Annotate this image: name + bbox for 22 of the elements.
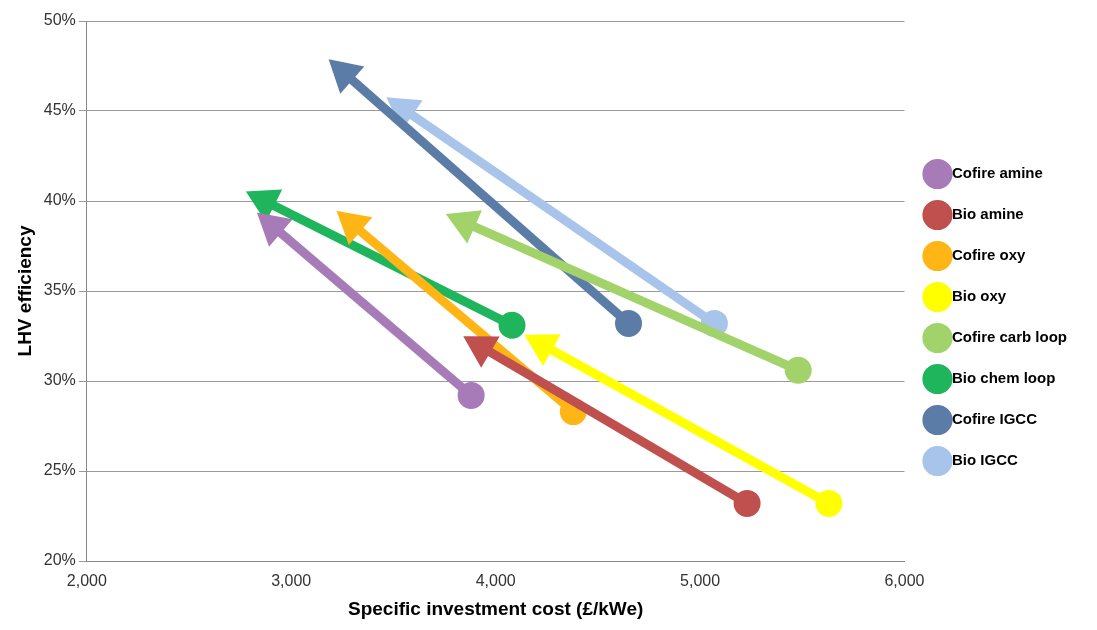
legend-label: Bio chem loop [951, 369, 1056, 387]
x-axis-title: Specific investment cost (£/kWe) [348, 597, 644, 619]
y-tick-label: 50% [43, 11, 76, 29]
legend-label: Bio IGCC [951, 451, 1018, 469]
y-tick-label: 35% [43, 281, 76, 299]
y-tick-label: 40% [43, 191, 76, 209]
x-tick-label: 2,000 [66, 572, 107, 590]
legend-label: Bio oxy [951, 287, 1007, 305]
y-tick-label: 25% [43, 461, 76, 479]
x-tick-label: 6,000 [884, 572, 925, 590]
y-axis-title: LHV efficiency [13, 225, 35, 357]
legend-label: Cofire carb loop [951, 328, 1067, 346]
y-tick-label: 20% [43, 551, 76, 569]
x-tick-label: 5,000 [680, 572, 721, 590]
legend-label: Cofire oxy [951, 246, 1026, 264]
x-tick-label: 3,000 [271, 572, 312, 590]
legend-label: Bio amine [951, 205, 1024, 223]
y-tick-label: 45% [43, 101, 76, 119]
legend-label: Cofire IGCC [951, 410, 1038, 428]
y-tick-label: 30% [43, 371, 76, 389]
x-tick-label: 4,000 [475, 572, 516, 590]
legend-label: Cofire amine [951, 164, 1043, 182]
